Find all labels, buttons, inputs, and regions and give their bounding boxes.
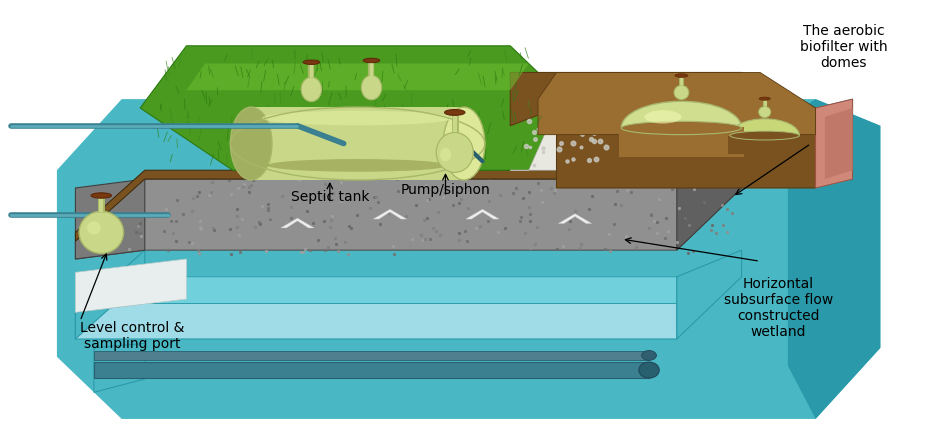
Text: Level control &
sampling port: Level control & sampling port: [80, 321, 184, 351]
Polygon shape: [676, 170, 741, 250]
Ellipse shape: [641, 350, 655, 360]
Ellipse shape: [758, 97, 769, 100]
Polygon shape: [57, 99, 880, 419]
Ellipse shape: [730, 119, 798, 152]
Polygon shape: [824, 108, 852, 179]
Text: Septic tank: Septic tank: [290, 190, 369, 203]
Ellipse shape: [444, 110, 464, 115]
Ellipse shape: [267, 159, 448, 172]
Polygon shape: [373, 209, 406, 219]
Ellipse shape: [436, 132, 473, 173]
Ellipse shape: [620, 121, 741, 135]
Polygon shape: [75, 259, 186, 312]
Text: The aerobic
biofilter with
domes: The aerobic biofilter with domes: [799, 24, 886, 70]
Ellipse shape: [362, 58, 379, 63]
Ellipse shape: [79, 211, 123, 253]
Polygon shape: [815, 99, 852, 188]
Polygon shape: [281, 218, 313, 228]
Ellipse shape: [303, 60, 319, 64]
Bar: [618, 127, 743, 157]
Ellipse shape: [638, 362, 658, 378]
Polygon shape: [465, 209, 499, 219]
Polygon shape: [558, 214, 591, 224]
Text: Horizontal
subsurface flow
constructed
wetland: Horizontal subsurface flow constructed w…: [723, 277, 832, 339]
Ellipse shape: [730, 131, 798, 140]
Polygon shape: [510, 72, 852, 188]
Polygon shape: [75, 108, 741, 241]
Ellipse shape: [261, 111, 453, 125]
Ellipse shape: [620, 101, 741, 155]
Polygon shape: [787, 99, 880, 419]
Ellipse shape: [361, 76, 381, 100]
Ellipse shape: [643, 110, 680, 123]
Bar: [94, 362, 648, 378]
Polygon shape: [75, 277, 676, 312]
Polygon shape: [538, 72, 815, 135]
Bar: [251, 107, 464, 180]
Polygon shape: [676, 250, 741, 339]
Ellipse shape: [230, 107, 272, 180]
Polygon shape: [75, 170, 741, 259]
Ellipse shape: [674, 74, 687, 77]
Polygon shape: [94, 343, 145, 392]
Ellipse shape: [301, 77, 321, 101]
Polygon shape: [510, 108, 667, 170]
Ellipse shape: [443, 107, 484, 180]
Polygon shape: [140, 46, 575, 170]
Ellipse shape: [91, 193, 111, 198]
Polygon shape: [75, 250, 145, 339]
Ellipse shape: [758, 106, 770, 118]
Polygon shape: [186, 63, 528, 90]
Bar: [251, 107, 464, 180]
Text: Pump/siphon: Pump/siphon: [400, 183, 489, 197]
Polygon shape: [815, 99, 852, 188]
Ellipse shape: [439, 148, 451, 161]
Polygon shape: [75, 304, 676, 339]
Bar: [727, 135, 803, 154]
Bar: [94, 350, 648, 360]
Ellipse shape: [87, 221, 101, 235]
Polygon shape: [75, 179, 145, 259]
Ellipse shape: [673, 85, 688, 100]
